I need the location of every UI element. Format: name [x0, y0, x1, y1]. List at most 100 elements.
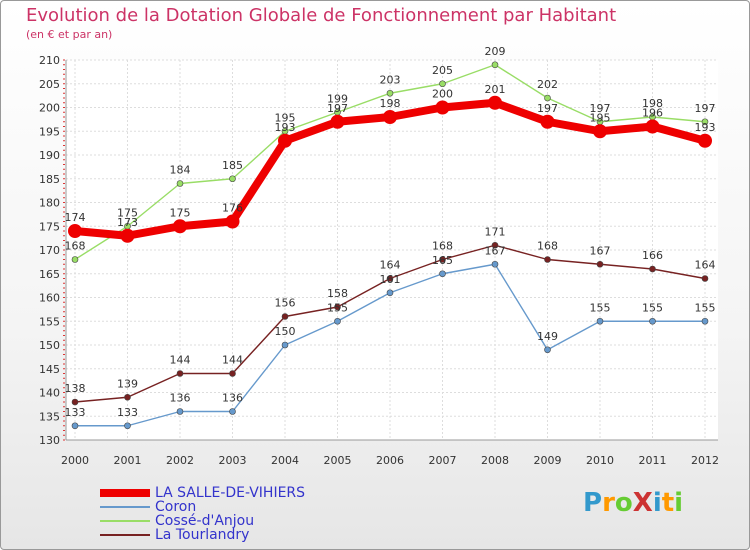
data-label: 167: [590, 244, 611, 257]
data-point: [383, 110, 397, 124]
y-tick-label: 205: [39, 78, 60, 91]
logo-letter: X: [632, 488, 653, 518]
data-point: [176, 370, 184, 377]
data-point: [68, 224, 82, 238]
data-label: 158: [327, 287, 348, 300]
data-point: [649, 265, 656, 273]
data-label: 155: [590, 301, 611, 314]
y-tick-label: 155: [39, 315, 60, 328]
data-point: [173, 219, 187, 234]
x-tick-label: 2008: [481, 454, 509, 467]
data-point: [596, 260, 604, 268]
data-label: 168: [537, 240, 558, 253]
legend-swatch: [100, 489, 150, 497]
logo-letter: o: [614, 488, 633, 518]
x-tick-label: 2007: [429, 454, 457, 467]
data-point: [649, 317, 656, 325]
data-label: 173: [117, 216, 138, 229]
data-label: 149: [537, 330, 558, 343]
logo-letter: t: [661, 488, 675, 518]
data-point: [435, 100, 450, 115]
x-tick-label: 2005: [324, 454, 352, 467]
data-point: [593, 124, 607, 139]
data-point: [281, 341, 289, 349]
data-point: [698, 133, 712, 148]
data-label: 155: [695, 301, 716, 314]
data-label: 195: [590, 111, 611, 124]
chart-title: Evolution de la Dotation Globale de Fonc…: [26, 5, 617, 26]
y-tick-label: 135: [39, 410, 60, 423]
x-tick-label: 2000: [61, 454, 89, 467]
data-point: [334, 317, 341, 325]
data-point: [701, 275, 709, 282]
data-label: 202: [537, 78, 558, 91]
x-tick-label: 2010: [586, 454, 614, 467]
legend-swatch: [100, 506, 150, 508]
data-label: 195: [275, 111, 296, 124]
data-point: [439, 80, 446, 88]
data-point: [491, 61, 499, 69]
y-tick-label: 190: [39, 149, 60, 162]
data-label: 164: [380, 259, 401, 272]
y-tick-label: 140: [39, 387, 60, 400]
y-tick-label: 160: [39, 292, 60, 305]
data-point: [330, 114, 345, 129]
y-tick-label: 130: [39, 434, 60, 447]
data-label: 193: [275, 121, 296, 134]
x-tick-label: 2002: [166, 454, 194, 467]
series: [68, 61, 712, 430]
data-point: [176, 180, 184, 187]
x-tick-label: 2009: [534, 454, 562, 467]
y-tick-label: 165: [39, 268, 60, 281]
y-tick-label: 210: [39, 54, 60, 67]
data-point: [176, 408, 184, 415]
data-point: [386, 289, 394, 297]
data-point: [278, 133, 292, 148]
y-tick-label: 195: [39, 125, 60, 138]
data-label: 144: [170, 354, 191, 367]
data-label: 176: [222, 202, 243, 215]
data-label: 185: [222, 159, 243, 172]
data-point: [229, 175, 236, 183]
data-label: 201: [485, 83, 506, 96]
data-point: [645, 119, 660, 134]
data-point: [124, 393, 131, 401]
legend-swatch: [100, 520, 150, 522]
chart-subtitle: (en € et par an): [26, 28, 113, 41]
legend-label: La Tourlandry: [155, 527, 250, 543]
data-point: [386, 89, 394, 97]
data-point: [229, 408, 236, 415]
logo-letter: P: [583, 488, 603, 518]
data-label: 144: [222, 354, 243, 367]
x-tick-label: 2001: [114, 454, 142, 467]
data-point: [540, 114, 555, 129]
data-label: 150: [275, 325, 296, 338]
data-label: 155: [327, 301, 348, 314]
y-tick-label: 200: [39, 102, 60, 115]
data-label: 199: [327, 92, 348, 105]
y-tick-label: 145: [39, 363, 60, 376]
data-label: 175: [117, 206, 138, 219]
data-label: 203: [380, 73, 401, 86]
data-point: [701, 317, 709, 325]
x-tick-label: 2006: [376, 454, 404, 467]
data-point: [281, 313, 289, 320]
data-label: 193: [695, 121, 716, 134]
data-point: [225, 214, 240, 229]
data-label: 165: [432, 254, 453, 267]
data-point: [439, 270, 446, 278]
axes: 130 135 140 145 150 155 160 165 170 175 180 185 190 1…: [39, 54, 719, 467]
data-point: [701, 118, 709, 126]
data-point: [334, 303, 341, 311]
x-tick-label: 2004: [271, 454, 299, 467]
data-label: 166: [642, 249, 663, 262]
logo-letter: i: [674, 488, 684, 518]
y-tick-label: 170: [39, 244, 60, 257]
data-point: [124, 422, 131, 430]
data-label: 175: [170, 206, 191, 219]
data-label: 161: [380, 273, 401, 286]
data-label: 155: [642, 301, 663, 314]
data-point: [71, 422, 79, 430]
data-point: [596, 317, 604, 325]
